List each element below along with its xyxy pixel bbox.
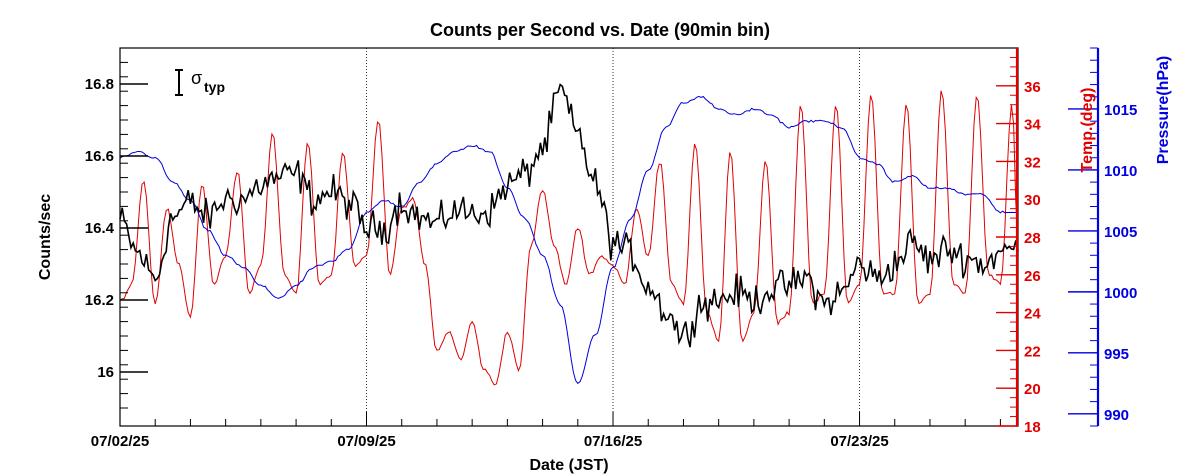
y-tick-label: 16.6 [85, 148, 114, 165]
temperature-tick-label: 30 [1024, 192, 1041, 209]
pressure-tick-label: 995 [1104, 346, 1129, 363]
temperature-axis-label: Temp.(deg) [1079, 87, 1096, 172]
temperature-axis: 18 20 22 24 26 28 30 32 34 36 [996, 48, 1041, 436]
legend-symbol: σ [191, 68, 202, 88]
series-line-pressure [119, 95, 1019, 385]
x-tick-label: 07/23/25 [830, 433, 888, 450]
x-tick-label: 07/02/25 [91, 433, 149, 450]
temperature-tick-label: 20 [1024, 381, 1041, 398]
temperature-tick-label: 28 [1024, 230, 1041, 247]
pressure-tick-label: 1005 [1104, 224, 1137, 241]
bottom-axis: 07/02/25 07/09/25 07/16/25 07/23/25 [91, 412, 1001, 450]
pressure-tick-label: 990 [1104, 407, 1129, 424]
pressure-tick-label: 1015 [1104, 102, 1137, 119]
pressure-tick-label: 1010 [1104, 163, 1137, 180]
temperature-tick-label: 26 [1024, 268, 1041, 285]
pressure-axis-label: Pressure(hPa) [1155, 56, 1172, 165]
legend: σ typ [175, 68, 225, 96]
pressure-axis: 990 995 1000 1005 1010 1015 [1068, 47, 1137, 427]
x-axis-label: Date (JST) [529, 457, 608, 474]
y-tick-label: 16.4 [85, 220, 115, 237]
pressure-tick-label: 1000 [1104, 285, 1137, 302]
series-line-temperature [119, 90, 1019, 386]
temperature-tick-label: 24 [1024, 306, 1041, 323]
y-tick-label: 16.2 [85, 292, 114, 309]
temperature-tick-label: 34 [1024, 117, 1041, 134]
chart-title: Counts per Second vs. Date (90min bin) [430, 20, 770, 40]
x-tick-label: 07/16/25 [584, 433, 642, 450]
temperature-tick-label: 18 [1024, 419, 1041, 436]
y-axis-label: Counts/sec [37, 194, 54, 280]
left-axis: 16 16.2 16.4 16.6 16.8 [85, 61, 148, 409]
temperature-tick-label: 36 [1024, 79, 1041, 96]
week-gridlines [366, 48, 860, 426]
temperature-tick-label: 22 [1024, 343, 1041, 360]
series-line-counts [119, 83, 1019, 348]
y-tick-label: 16.8 [85, 76, 114, 93]
y-tick-label: 16 [97, 364, 114, 381]
x-tick-label: 07/09/25 [337, 433, 395, 450]
temperature-tick-label: 32 [1024, 154, 1041, 171]
legend-subscript: typ [204, 79, 225, 95]
